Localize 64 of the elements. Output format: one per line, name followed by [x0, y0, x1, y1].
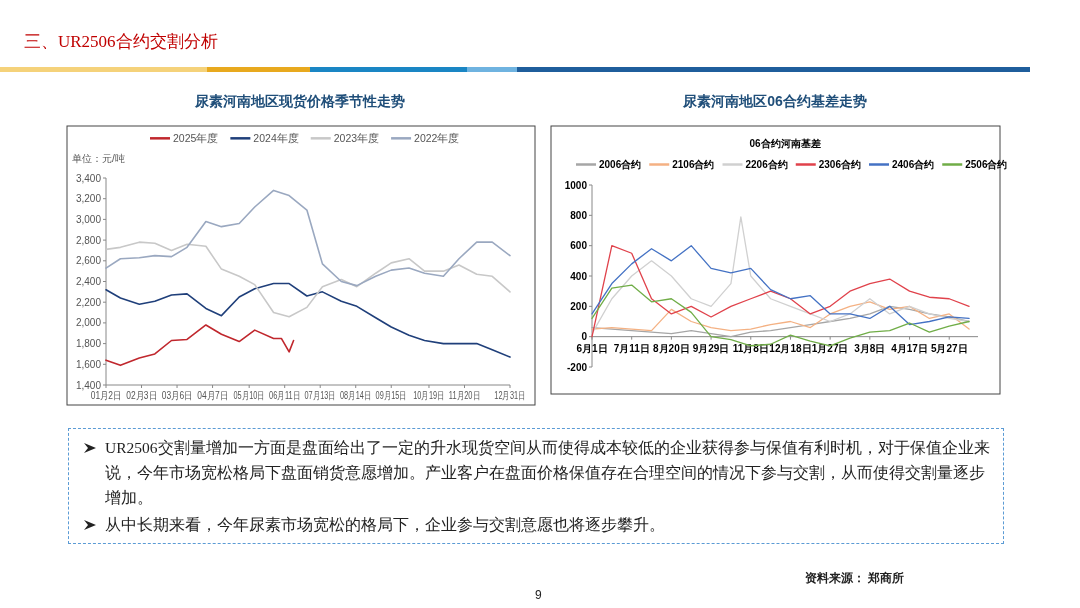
y-tick-label: 1,400 [75, 379, 102, 391]
line-series [105, 282, 511, 358]
y-tick-label: 3,400 [75, 172, 102, 184]
y-tick-label: 400 [570, 270, 588, 282]
y-tick-label: 2,200 [75, 296, 102, 308]
y-tick-label: 2,800 [75, 234, 102, 246]
text: 9 [535, 588, 542, 602]
y-tick-label: 1000 [564, 179, 588, 191]
y-tick-label: 2,600 [75, 255, 102, 267]
text: 资料来源： 郑商所 [805, 570, 905, 587]
x-tick-label: 10月19日 [413, 389, 445, 402]
text: 三、UR2506合约交割分析 [24, 31, 218, 53]
x-tick-label: 11月20日 [448, 389, 481, 402]
x-tick-label: 12月31日 [494, 389, 526, 402]
legend-label: 2406合约 [892, 159, 935, 170]
line-series [105, 189, 511, 287]
legend-label: 2306合约 [818, 159, 861, 170]
y-tick-label: 3,000 [75, 213, 102, 225]
chart-title: 尿素河南地区06合约基差走势 [682, 93, 867, 109]
y-tick-label: 800 [570, 209, 588, 221]
line-series [105, 324, 295, 367]
y-tick-label: 600 [570, 240, 588, 252]
x-tick-label: 08月14日 [340, 389, 372, 402]
y-tick-label: 200 [570, 300, 588, 312]
y-tick-label: 2,400 [75, 276, 102, 287]
legend-label: 2206合约 [745, 159, 788, 170]
x-tick-label: 03月6日 [161, 390, 193, 402]
text: UR2506交割量增加一方面是盘面给出了一定的升水现货空间从而使得成本较低的企业获得参与保值有利时机，对于保值企业来说，今年市场宽松格局下盘面销货意愿增加。产业客户在盘面价格保值存在合理空间的情况下参与交割，从而使得交割量逐步增加。 [105, 439, 990, 506]
y-tick-label: 3,200 [75, 193, 102, 205]
x-tick-label: 6月1日 [576, 343, 608, 354]
line-series [591, 301, 970, 332]
text: 从中长期来看，今年尿素市场宽松的格局下，企业参与交割意愿也将逐步攀升。 [105, 516, 665, 533]
x-tick-label: 5月27日 [930, 343, 968, 354]
x-tick-label: 07月13日 [304, 389, 336, 402]
legend-label: 2024年度 [253, 132, 299, 144]
x-tick-label: 01月2日 [90, 390, 122, 402]
legend-label: 2022年度 [414, 132, 460, 144]
legend-label: 2506合约 [965, 159, 1008, 170]
x-tick-label: 02月3日 [126, 390, 157, 402]
y-tick-label: 0 [581, 331, 588, 343]
line-series [105, 241, 511, 318]
x-tick-label: 9月29日 [692, 343, 730, 354]
x-tick-label: 09月15日 [375, 389, 407, 402]
chart-subtitle: 06合约河南基差 [749, 138, 821, 149]
x-tick-label: 06月11日 [269, 389, 301, 402]
y-tick-label: 2,000 [75, 317, 102, 329]
x-tick-label: 12月18日 [769, 343, 812, 354]
x-tick-label: 04月7日 [197, 390, 228, 402]
y-tick-label: 1,600 [75, 358, 102, 370]
x-tick-label: 8月20日 [653, 343, 690, 354]
line-series [591, 305, 970, 338]
x-tick-label: 05月10日 [233, 389, 265, 402]
legend-label: 2106合约 [672, 159, 715, 170]
y-tick-label: 1,800 [75, 338, 102, 350]
y-tick-label: -200 [566, 361, 588, 373]
x-tick-label: 3月8日 [854, 343, 886, 354]
chart-title: 尿素河南地区现货价格季节性走势 [194, 93, 405, 109]
x-tick-label: 7月11日 [613, 343, 650, 354]
legend-label: 2025年度 [173, 132, 219, 144]
legend-label: 2023年度 [333, 132, 380, 144]
x-tick-label: 4月17日 [891, 343, 928, 354]
legend-label: 2006合约 [599, 159, 642, 170]
line-series [591, 216, 970, 335]
y-axis-title: 单位：元/吨 [72, 153, 125, 164]
